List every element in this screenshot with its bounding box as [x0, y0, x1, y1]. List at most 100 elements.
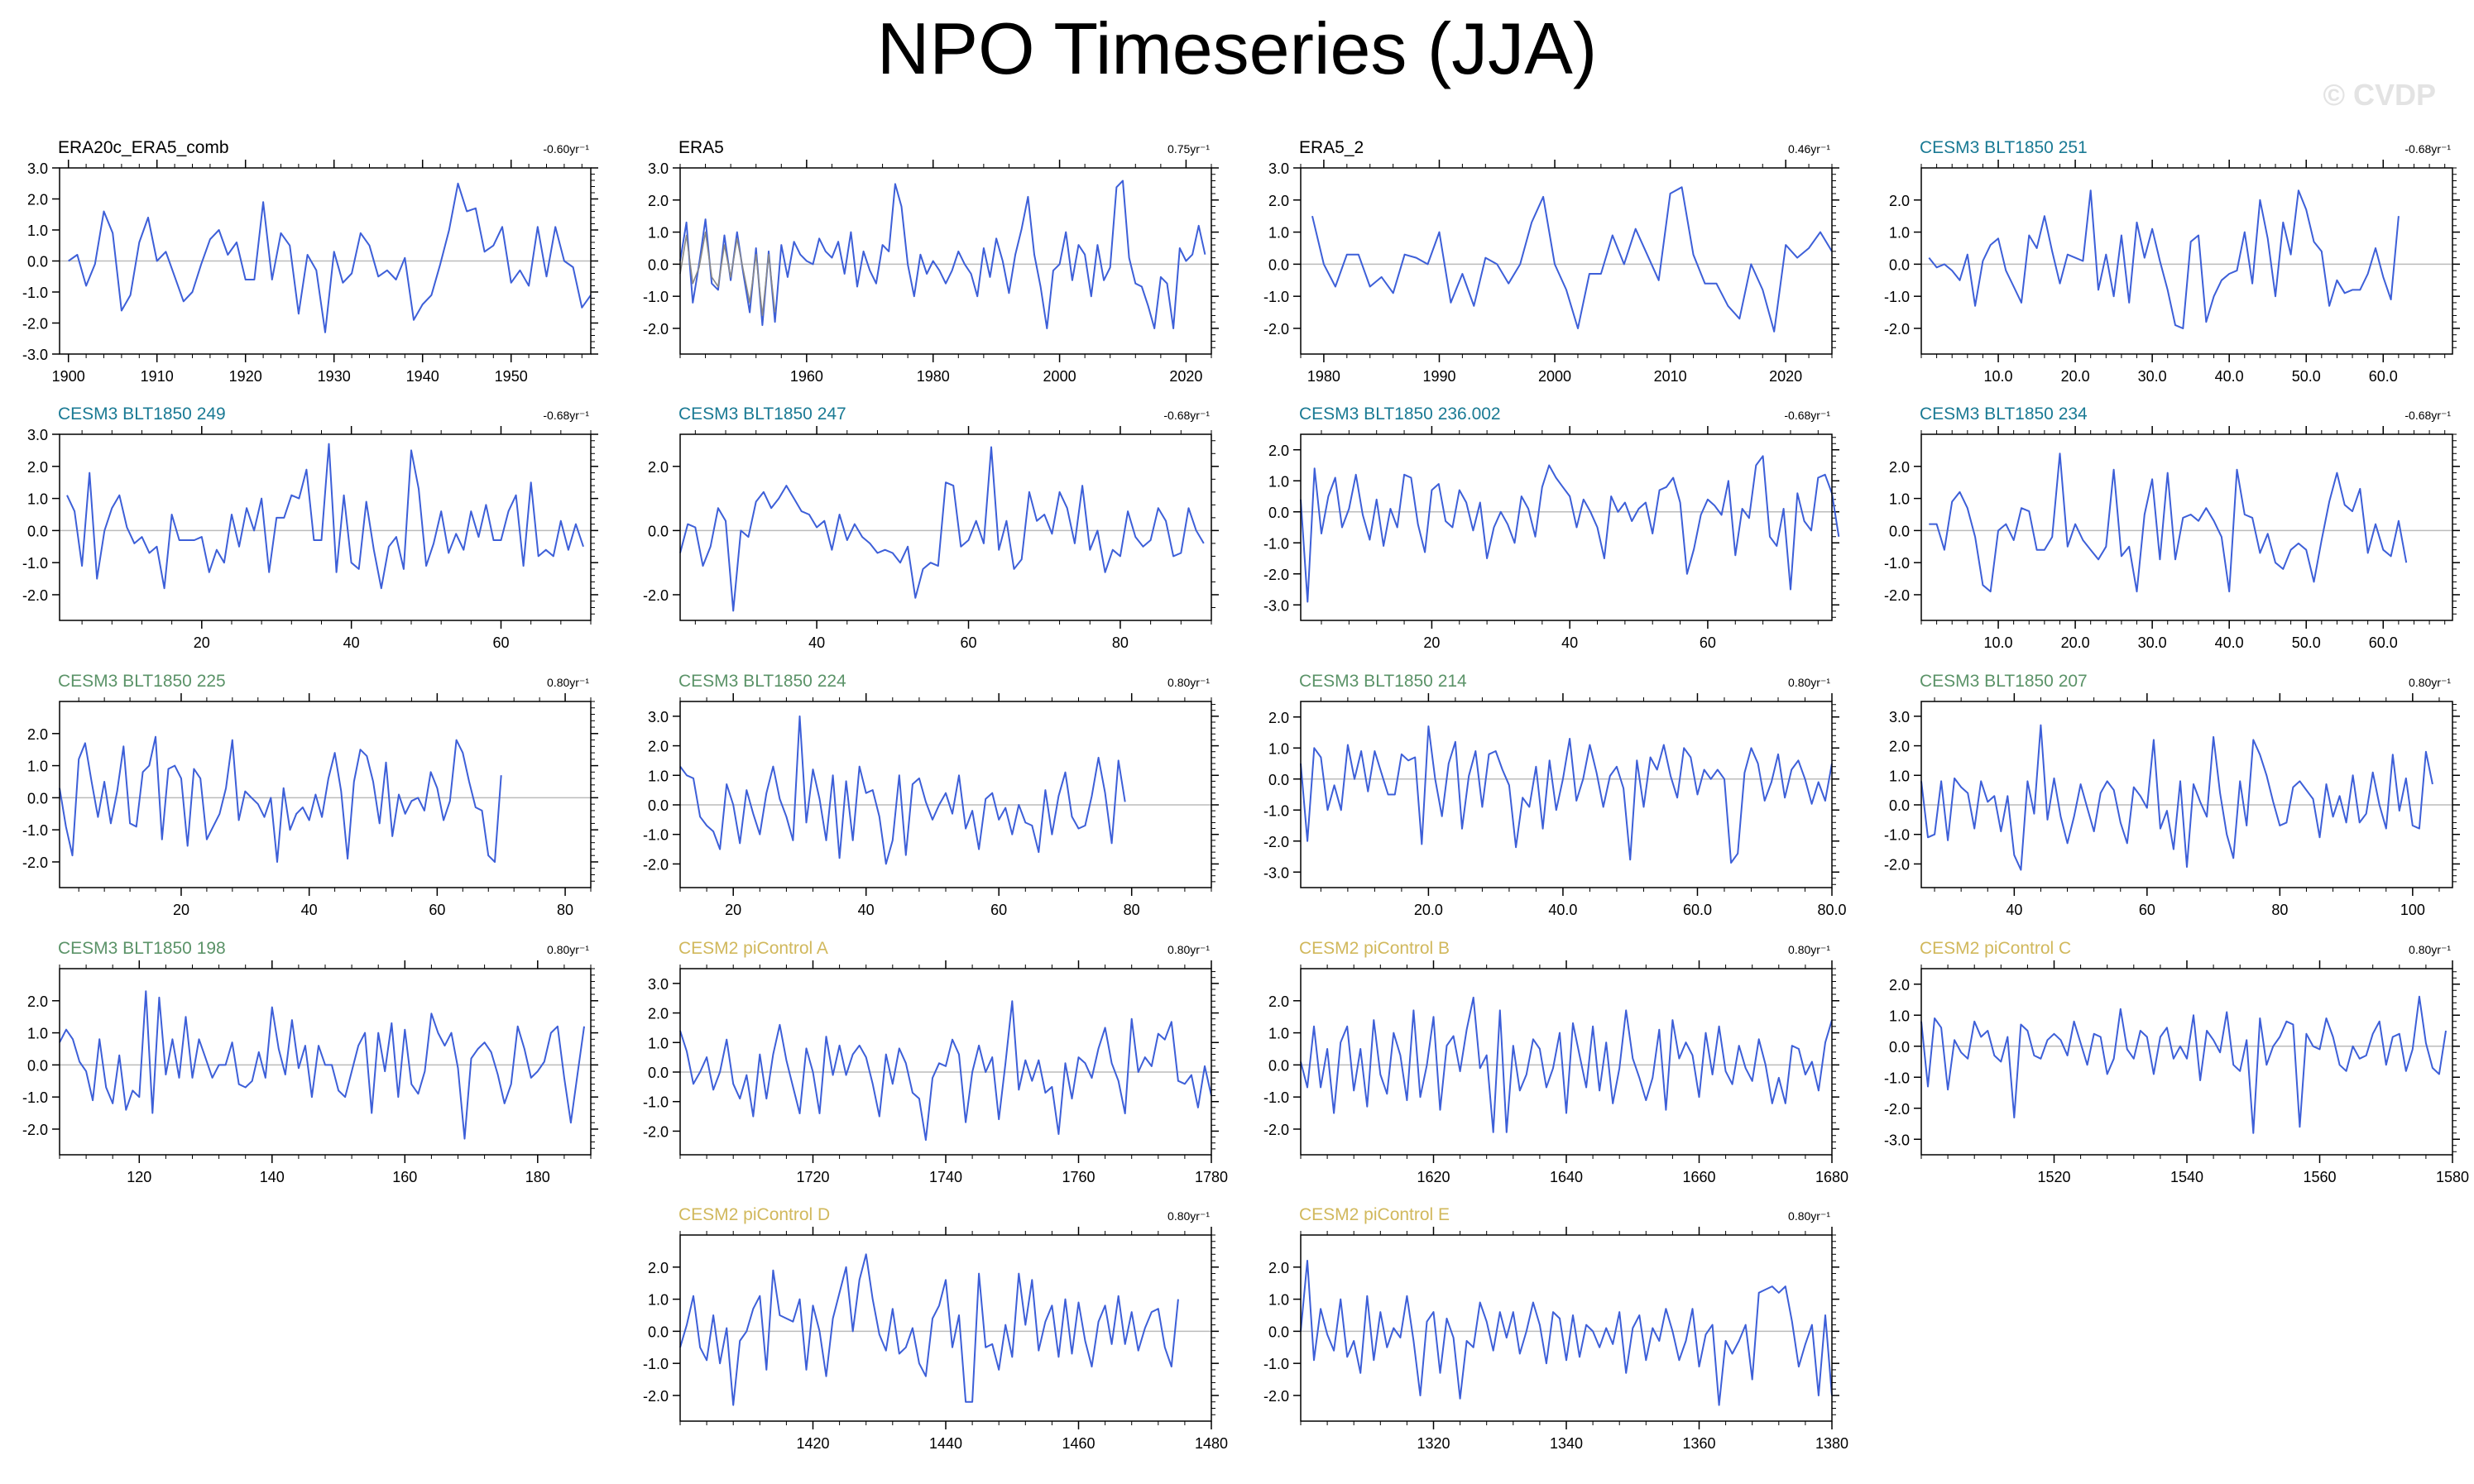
plot-frame	[1920, 167, 2453, 355]
panel-trend: -0.60yr⁻¹	[543, 142, 589, 156]
panel-18: CESM2 piControl E 0.80yr⁻¹ -2.0 -1.0 0.0 1.0 2…	[1263, 1205, 1848, 1452]
panel-title: ERA5	[678, 138, 724, 157]
y-tick-label: -1.0	[22, 1089, 48, 1106]
x-tick-label: 40	[1561, 634, 1578, 651]
x-tick-label: 2000	[1538, 368, 1571, 385]
y-tick-label: 2.0	[1268, 1260, 1289, 1276]
x-tick-label: 80	[2271, 902, 2288, 918]
x-tick-label: 20	[194, 634, 210, 651]
plot-frame	[59, 701, 592, 888]
y-tick-label: -1.0	[1884, 555, 1910, 572]
x-tick-label: 1540	[2170, 1169, 2203, 1185]
panel-trend: 0.80yr⁻¹	[1788, 676, 1830, 689]
plot-frame	[679, 968, 1212, 1156]
x-tick-label: 60.0	[2369, 368, 2398, 385]
y-tick-label: -1.0	[643, 1356, 669, 1372]
panel-9: CESM3 BLT1850 225 0.80yr⁻¹ -2.0 -1.0 0.0 1.0 2…	[22, 672, 598, 918]
y-tick-label: 0.0	[1268, 1057, 1289, 1074]
y-tick-label: 1.0	[1889, 1008, 1910, 1024]
panel-title: ERA20c_ERA5_comb	[58, 138, 229, 157]
x-tick-label: 40	[301, 902, 318, 918]
x-tick-label: 20	[1423, 634, 1440, 651]
x-tick-label: 1560	[2303, 1169, 2336, 1185]
y-tick-label: -1.0	[1263, 1356, 1289, 1372]
y-tick-label: -1.0	[643, 289, 669, 305]
x-tick-label: 1320	[1417, 1435, 1450, 1452]
panel-title: CESM2 piControl C	[1920, 939, 2071, 958]
y-tick-label: 2.0	[1889, 977, 1910, 993]
x-tick-label: 1520	[2037, 1169, 2070, 1185]
y-tick-label: -2.0	[1263, 321, 1289, 337]
series-line	[679, 446, 1205, 612]
panel-title: CESM3 BLT1850 225	[58, 672, 226, 691]
plot-frame	[59, 167, 592, 355]
panel-trend: 0.46yr⁻¹	[1788, 142, 1830, 156]
y-tick-label: 0.0	[648, 523, 669, 539]
x-tick-label: 60	[960, 634, 976, 651]
x-tick-label: 100	[2400, 902, 2425, 918]
y-tick-label: -2.0	[643, 1123, 669, 1140]
y-tick-label: -1.0	[643, 827, 669, 844]
panel-14: CESM2 piControl A 0.80yr⁻¹ -2.0 -1.0 0.0 1.0 2…	[643, 939, 1228, 1185]
y-tick-label: 2.0	[1268, 993, 1289, 1010]
series-line	[679, 1253, 1179, 1406]
y-tick-label: 2.0	[1889, 739, 1910, 755]
y-tick-label: 1.0	[27, 223, 48, 239]
y-tick-label: 2.0	[27, 192, 48, 208]
y-tick-label: -2.0	[22, 1122, 48, 1138]
y-tick-label: -2.0	[1884, 856, 1910, 873]
plot-frame	[59, 968, 592, 1156]
y-tick-label: -2.0	[643, 856, 669, 873]
series-line	[66, 443, 584, 590]
panel-trend: -0.68yr⁻¹	[2404, 142, 2451, 156]
panel-1: ERA20c_ERA5_comb -0.60yr⁻¹ -3.0 -2.0 -1.0 0.0…	[22, 138, 598, 385]
panel-trend: 0.80yr⁻¹	[547, 676, 589, 689]
x-tick-label: 160	[392, 1169, 417, 1185]
x-tick-label: 1980	[1307, 368, 1340, 385]
y-tick-label: -1.0	[643, 1094, 669, 1111]
x-tick-label: 1990	[1422, 368, 1455, 385]
plot-frame	[679, 433, 1212, 621]
y-tick-label: 1.0	[648, 1292, 669, 1309]
y-tick-label: -2.0	[1263, 834, 1289, 850]
x-tick-label: 140	[260, 1169, 285, 1185]
y-tick-label: -2.0	[643, 321, 669, 337]
x-tick-label: 20.0	[1414, 902, 1443, 918]
panel-3: ERA5_2 0.46yr⁻¹ -2.0 -1.0 0.0 1.0 2.0 3.0 1980 19…	[1263, 138, 1839, 385]
series-line	[1300, 725, 1833, 864]
x-tick-label: 1580	[2436, 1169, 2469, 1185]
y-tick-label: 1.0	[648, 768, 669, 784]
x-tick-label: 1460	[1062, 1435, 1095, 1452]
y-tick-label: -1.0	[22, 555, 48, 572]
y-tick-label: 1.0	[1268, 1026, 1289, 1042]
y-tick-label: -2.0	[643, 1388, 669, 1405]
series-line	[1920, 724, 2433, 871]
panel-title: CESM3 BLT1850 249	[58, 405, 226, 424]
plot-frame	[679, 701, 1212, 888]
x-tick-label: 1660	[1682, 1169, 1715, 1185]
y-tick-label: -1.0	[1884, 289, 1910, 305]
y-tick-label: 0.0	[27, 1057, 48, 1074]
y-tick-label: -3.0	[1263, 864, 1289, 881]
panel-13: CESM3 BLT1850 198 0.80yr⁻¹ -2.0 -1.0 0.0 1.0 2…	[22, 939, 598, 1185]
series-line	[68, 182, 592, 333]
x-tick-label: 1640	[1550, 1169, 1583, 1185]
panel-trend: 0.80yr⁻¹	[2409, 943, 2451, 956]
y-tick-label: 2.0	[1268, 193, 1289, 209]
panel-11: CESM3 BLT1850 214 0.80yr⁻¹ -3.0 -2.0 -1.0 0.0…	[1263, 672, 1847, 918]
x-tick-label: 60	[492, 634, 509, 651]
x-tick-label: 1780	[1195, 1169, 1228, 1185]
panel-title: CESM3 BLT1850 234	[1920, 405, 2088, 424]
y-tick-label: -2.0	[1884, 1101, 1910, 1118]
series-line	[1300, 996, 1833, 1133]
y-tick-label: 2.0	[648, 739, 669, 755]
x-tick-label: 2000	[1043, 368, 1076, 385]
x-tick-label: 1950	[495, 368, 528, 385]
plot-frame	[1300, 433, 1833, 621]
y-tick-label: 1.0	[27, 491, 48, 508]
y-tick-label: 2.0	[648, 1260, 669, 1276]
overlay-series-line	[679, 231, 776, 317]
y-tick-label: -3.0	[1884, 1132, 1910, 1148]
y-tick-label: -2.0	[643, 587, 669, 604]
panel-trend: -0.68yr⁻¹	[2404, 409, 2451, 422]
